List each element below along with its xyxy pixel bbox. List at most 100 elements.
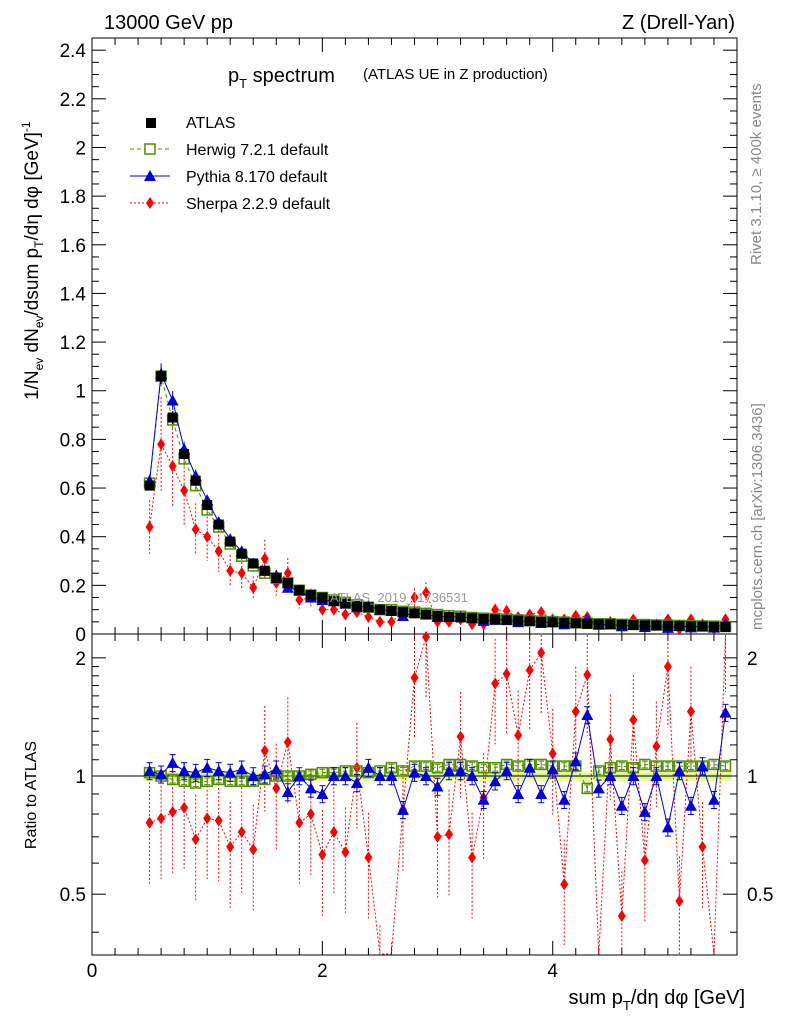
rivet-label: Rivet 3.1.10, ≥ 400k events — [748, 83, 765, 265]
data-point-sherpa — [410, 591, 419, 604]
data-point-atlas — [697, 621, 708, 632]
data-point-atlas — [651, 620, 662, 631]
data-point-atlas — [225, 536, 236, 547]
data-point-atlas — [685, 621, 696, 632]
ratio-point-herwig — [639, 758, 651, 771]
ratio-point-pythia — [615, 799, 628, 811]
ratio-point-herwig — [662, 760, 674, 772]
data-point-atlas — [271, 573, 282, 584]
x-tick-label: 4 — [547, 961, 558, 982]
ratio-point-pythia — [201, 761, 214, 773]
legend-marker-sherpa — [146, 197, 154, 209]
data-point-sherpa — [180, 484, 189, 497]
ratio-point-sherpa — [445, 828, 454, 841]
ratio-point-herwig — [535, 758, 547, 771]
ratio-y-tick-label-right: 2 — [747, 649, 758, 670]
ratio-point-pythia — [466, 770, 479, 782]
data-point-sherpa — [203, 530, 212, 543]
ratio-point-sherpa — [364, 851, 373, 864]
data-point-atlas — [328, 596, 339, 607]
ratio-point-sherpa — [537, 646, 546, 659]
ratio-point-pythia — [327, 770, 340, 782]
data-point-atlas — [605, 619, 616, 630]
data-point-atlas — [720, 621, 731, 632]
data-point-sherpa — [341, 608, 350, 621]
data-point-sherpa — [191, 523, 200, 536]
ratio-point-sherpa — [260, 744, 269, 757]
ratio-point-herwig — [282, 770, 294, 782]
legend-label-pythia: Pythia 8.170 default — [186, 169, 328, 186]
ratio-point-sherpa — [237, 826, 246, 839]
ratio-point-pythia — [189, 766, 202, 778]
ratio-point-pythia — [477, 793, 490, 805]
ratio-point-pythia — [155, 768, 168, 780]
ratio-point-sherpa — [180, 801, 189, 814]
data-point-atlas — [409, 608, 420, 619]
data-point-atlas — [202, 500, 213, 511]
ratio-point-herwig — [616, 760, 628, 772]
data-point-atlas — [628, 619, 639, 630]
ratio-point-pythia — [178, 764, 191, 776]
main-y-tick-label: 1 — [75, 382, 86, 403]
ratio-point-sherpa — [191, 833, 200, 846]
ratio-point-sherpa — [433, 830, 442, 843]
data-point-sherpa — [214, 545, 223, 558]
main-y-tick-label: 0.6 — [60, 479, 86, 500]
ratio-point-sherpa — [502, 667, 511, 680]
ratio-point-pythia — [293, 770, 306, 782]
ratio-point-herwig — [305, 768, 317, 781]
ratio-point-sherpa — [318, 848, 327, 861]
data-point-sherpa — [537, 606, 546, 619]
data-point-atlas — [478, 613, 489, 624]
data-point-atlas — [432, 610, 443, 621]
data-point-atlas — [501, 615, 512, 626]
header-right: Z (Drell-Yan) — [622, 12, 735, 34]
legend-marker-pythia — [144, 170, 156, 181]
main-y-tick-label: 2.2 — [60, 90, 86, 111]
data-point-sherpa — [491, 603, 500, 616]
main-y-tick-label: 0 — [75, 625, 86, 646]
ratio-point-pythia — [373, 770, 386, 782]
main-y-tick-label: 1.2 — [60, 333, 86, 354]
data-point-atlas — [144, 480, 155, 491]
ratio-point-pythia — [339, 770, 352, 782]
ratio-point-pythia — [592, 782, 605, 794]
ratio-point-sherpa — [571, 705, 580, 718]
main-y-tick-label: 0.4 — [60, 528, 87, 549]
ratio-point-pythia — [431, 780, 444, 792]
ratio-point-pythia — [316, 787, 329, 799]
ratio-point-pythia — [719, 706, 732, 718]
data-point-atlas — [444, 611, 455, 622]
x-tick-label: 0 — [87, 961, 98, 982]
ratio-point-pythia — [258, 768, 271, 780]
header-left: 13000 GeV pp — [104, 12, 233, 34]
data-point-sherpa — [283, 567, 292, 580]
ratio-point-pythia — [638, 805, 651, 817]
ratio-point-pythia — [281, 786, 294, 798]
ratio-point-pythia — [581, 709, 594, 721]
ratio-point-pythia — [166, 756, 179, 768]
data-point-atlas — [351, 601, 362, 612]
ratio-point-pythia — [489, 775, 502, 787]
data-point-atlas — [547, 617, 558, 628]
data-point-atlas — [248, 558, 259, 569]
data-point-atlas — [639, 620, 650, 631]
data-point-atlas — [397, 607, 408, 618]
ratio-y-tick-label: 0.5 — [60, 885, 86, 906]
ratio-point-pythia — [604, 770, 617, 782]
ratio-point-sherpa — [560, 878, 569, 891]
ratio-point-pythia — [247, 770, 260, 782]
data-point-sherpa — [168, 460, 177, 473]
ratio-point-herwig — [581, 782, 594, 795]
data-point-atlas — [156, 371, 167, 382]
ratio-point-sherpa — [698, 840, 707, 853]
ratio-point-sherpa — [629, 713, 638, 726]
ratio-point-pythia — [535, 787, 548, 799]
ratio-point-sherpa — [525, 664, 534, 677]
main-axes: 0 0.2 0.4 0.6 0.8 1 1.2 1.4 1.6 1.8 2 2.2 2.4 0 2 4 — [60, 37, 738, 982]
main-y-tick-label: 0.2 — [60, 576, 86, 597]
ratio-point-sherpa — [686, 705, 695, 718]
ratio-point-pythia — [420, 770, 433, 782]
plot-title: pT spectrum — [228, 65, 335, 91]
data-point-atlas — [259, 565, 270, 576]
